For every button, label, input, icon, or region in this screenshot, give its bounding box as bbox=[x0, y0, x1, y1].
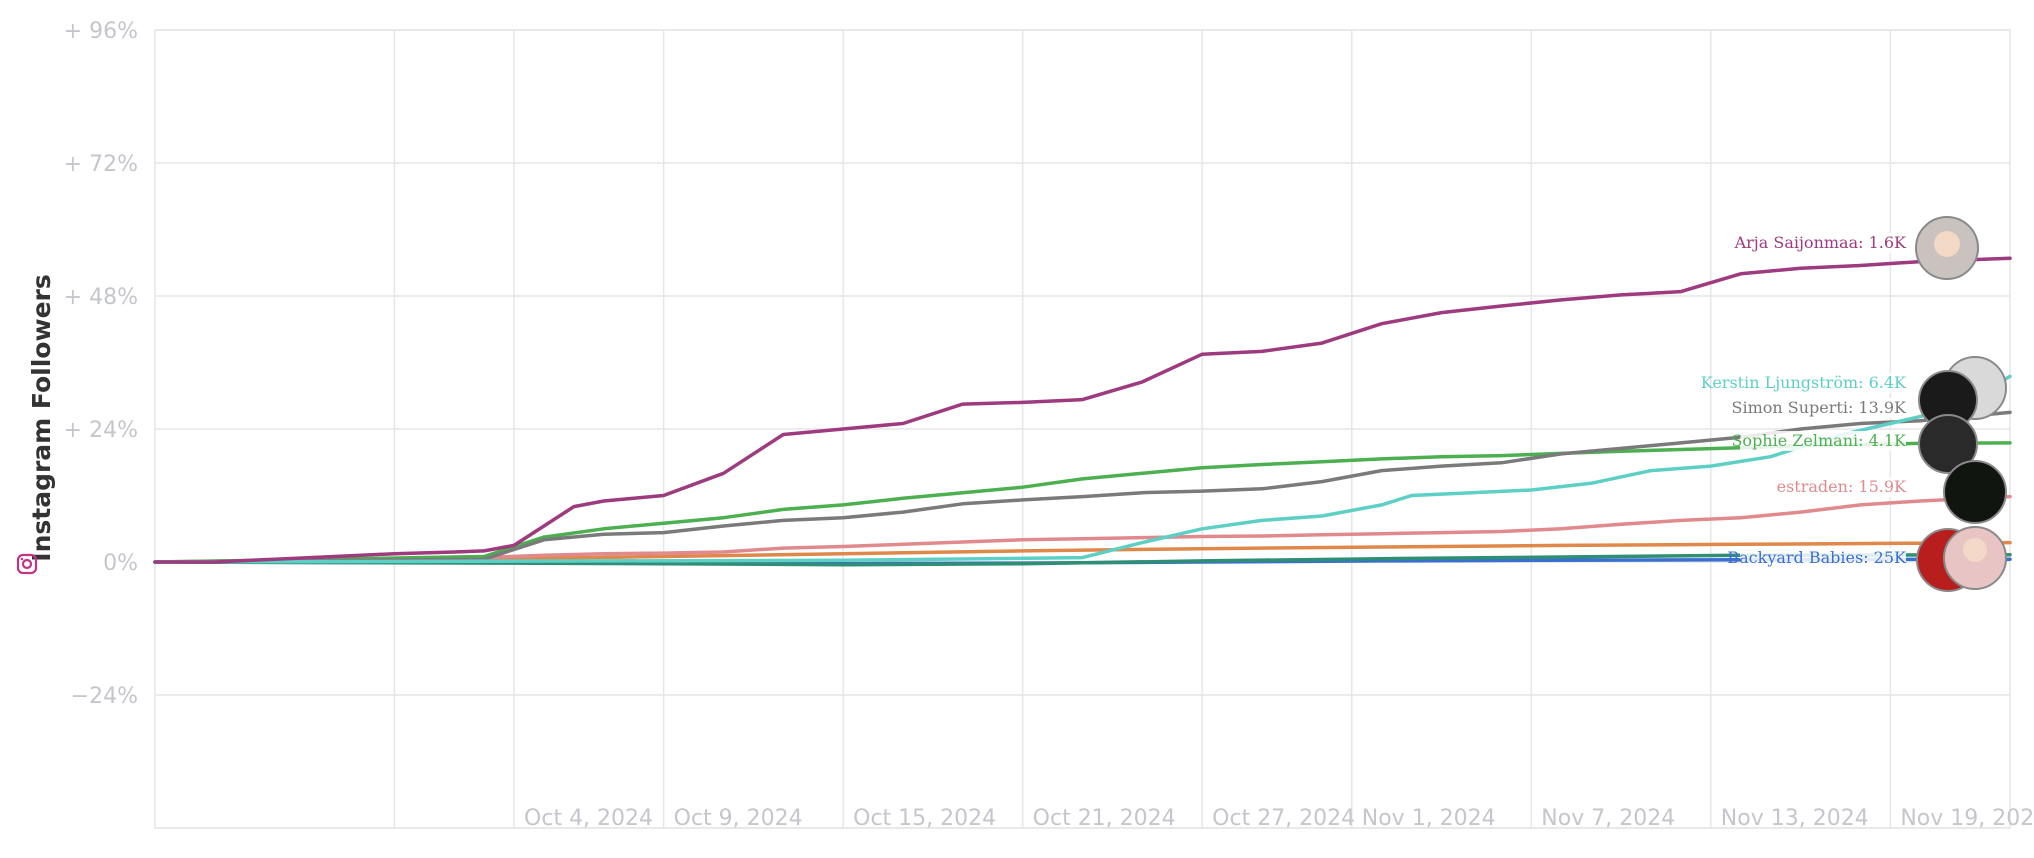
series-end-label: Arja Saijonmaa: 1.6K bbox=[1734, 233, 1907, 252]
label-bg bbox=[1740, 233, 1906, 253]
y-tick-label: + 48% bbox=[64, 285, 138, 310]
series-end-label: Simon Superti: 13.9K bbox=[1732, 398, 1908, 417]
end-labels: Arja Saijonmaa: 1.6K Kerstin Ljungström: … bbox=[1701, 233, 1907, 568]
x-tick-label: Oct 4, 2024 bbox=[524, 806, 653, 831]
series-end-label: Kerstin Ljungström: 6.4K bbox=[1701, 373, 1907, 392]
series-line bbox=[153, 441, 2012, 564]
x-tick-label: Oct 15, 2024 bbox=[853, 806, 996, 831]
series-end-label: Backyard Babies: 25K bbox=[1727, 548, 1907, 567]
avatar-face bbox=[1934, 231, 1960, 257]
y-tick-label: + 72% bbox=[64, 152, 138, 177]
series-end-label: Sophie Zelmani: 4.1K bbox=[1731, 431, 1907, 450]
series-line bbox=[153, 410, 2012, 564]
avatar bbox=[1943, 460, 2007, 524]
label-bg bbox=[1740, 431, 1906, 451]
y-tick-label: −24% bbox=[71, 684, 138, 709]
x-tick-label: Oct 21, 2024 bbox=[1033, 806, 1176, 831]
y-axis-ticks: + 96% + 72% + 48% + 24% 0% −24% bbox=[64, 19, 138, 709]
y-axis-title: Instagram Followers bbox=[27, 274, 56, 561]
x-tick-label: Nov 7, 2024 bbox=[1541, 806, 1675, 831]
series-line bbox=[153, 540, 2012, 564]
avatar-face bbox=[1963, 538, 1987, 562]
grid-lines bbox=[154, 29, 2011, 829]
x-tick-label: Nov 13, 2024 bbox=[1721, 806, 1869, 831]
series-line bbox=[153, 256, 2012, 564]
series-avatars bbox=[1915, 216, 2007, 592]
y-tick-label: 0% bbox=[103, 551, 138, 576]
x-tick-label: Oct 27, 2024 bbox=[1212, 806, 1355, 831]
x-tick-label: Nov 19, 2024 bbox=[1900, 806, 2034, 831]
label-bg bbox=[1740, 373, 1906, 393]
y-tick-label: + 96% bbox=[64, 19, 138, 44]
label-bg bbox=[1740, 548, 1906, 568]
label-bg bbox=[1740, 398, 1906, 418]
series-line bbox=[153, 494, 2012, 564]
x-axis-ticks: Oct 4, 2024 Oct 9, 2024 Oct 15, 2024 Oct 21… bbox=[524, 806, 2034, 831]
series-lines bbox=[153, 256, 2012, 567]
series-line bbox=[153, 553, 2012, 567]
x-tick-label: Oct 9, 2024 bbox=[674, 806, 803, 831]
y-tick-label: + 24% bbox=[64, 418, 138, 443]
avatar bbox=[1918, 414, 1978, 474]
instagram-icon bbox=[16, 553, 38, 575]
series-end-label: estraden: 15.9K bbox=[1777, 477, 1907, 496]
x-tick-label: Nov 1, 2024 bbox=[1362, 806, 1496, 831]
label-bg bbox=[1740, 477, 1906, 497]
